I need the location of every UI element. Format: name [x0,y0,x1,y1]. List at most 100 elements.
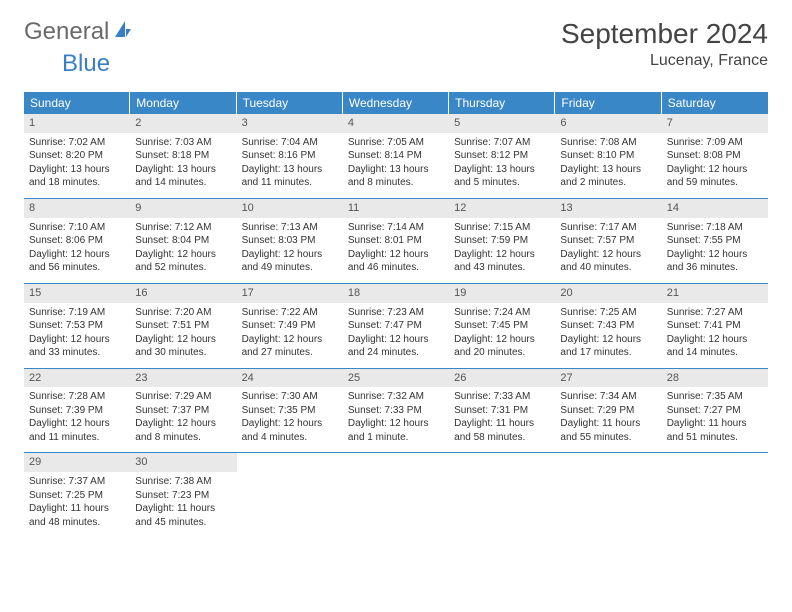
day-cell: 3Sunrise: 7:04 AMSunset: 8:16 PMDaylight… [237,114,343,198]
day-number: 12 [449,199,555,218]
sunset-text: Sunset: 7:53 PM [29,319,125,333]
day-number: 23 [130,369,236,388]
month-title: September 2024 [561,18,768,50]
sunrise-text: Sunrise: 7:33 AM [454,390,550,404]
day-number: 3 [237,114,343,133]
daylight-text: Daylight: 12 hours and 43 minutes. [454,248,550,275]
daylight-text: Daylight: 12 hours and 46 minutes. [348,248,444,275]
sunset-text: Sunset: 8:16 PM [242,149,338,163]
logo-text-1: General [24,18,109,46]
daylight-text: Daylight: 12 hours and 1 minute. [348,417,444,444]
sunrise-text: Sunrise: 7:14 AM [348,221,444,235]
daylight-text: Daylight: 13 hours and 11 minutes. [242,163,338,190]
sunset-text: Sunset: 8:12 PM [454,149,550,163]
calendar: SundayMondayTuesdayWednesdayThursdayFrid… [24,92,768,537]
sunrise-text: Sunrise: 7:15 AM [454,221,550,235]
daylight-text: Daylight: 12 hours and 14 minutes. [667,333,763,360]
daylight-text: Daylight: 11 hours and 58 minutes. [454,417,550,444]
daylight-text: Daylight: 12 hours and 27 minutes. [242,333,338,360]
sunrise-text: Sunrise: 7:23 AM [348,306,444,320]
sunset-text: Sunset: 8:10 PM [560,149,656,163]
day-number: 9 [130,199,236,218]
day-number: 26 [449,369,555,388]
dow-row: SundayMondayTuesdayWednesdayThursdayFrid… [24,92,768,114]
daylight-text: Daylight: 12 hours and 24 minutes. [348,333,444,360]
day-number: 29 [24,453,130,472]
sunrise-text: Sunrise: 7:05 AM [348,136,444,150]
daylight-text: Daylight: 12 hours and 4 minutes. [242,417,338,444]
daylight-text: Daylight: 12 hours and 36 minutes. [667,248,763,275]
day-number: 10 [237,199,343,218]
day-cell-empty [662,453,768,537]
day-cell: 2Sunrise: 7:03 AMSunset: 8:18 PMDaylight… [130,114,236,198]
day-number: 22 [24,369,130,388]
week-row: 15Sunrise: 7:19 AMSunset: 7:53 PMDayligh… [24,284,768,369]
day-cell: 1Sunrise: 7:02 AMSunset: 8:20 PMDaylight… [24,114,130,198]
day-number: 28 [662,369,768,388]
daylight-text: Daylight: 13 hours and 5 minutes. [454,163,550,190]
day-cell: 22Sunrise: 7:28 AMSunset: 7:39 PMDayligh… [24,369,130,453]
sunset-text: Sunset: 7:45 PM [454,319,550,333]
day-number: 27 [555,369,661,388]
day-number: 14 [662,199,768,218]
sunset-text: Sunset: 8:18 PM [135,149,231,163]
week-row: 1Sunrise: 7:02 AMSunset: 8:20 PMDaylight… [24,114,768,199]
day-number: 6 [555,114,661,133]
sail-icon [113,18,133,46]
day-cell: 10Sunrise: 7:13 AMSunset: 8:03 PMDayligh… [237,199,343,283]
sunset-text: Sunset: 7:37 PM [135,404,231,418]
day-cell: 4Sunrise: 7:05 AMSunset: 8:14 PMDaylight… [343,114,449,198]
sunrise-text: Sunrise: 7:28 AM [29,390,125,404]
sunset-text: Sunset: 8:14 PM [348,149,444,163]
week-row: 22Sunrise: 7:28 AMSunset: 7:39 PMDayligh… [24,369,768,454]
day-number: 25 [343,369,449,388]
day-cell: 28Sunrise: 7:35 AMSunset: 7:27 PMDayligh… [662,369,768,453]
sunset-text: Sunset: 7:23 PM [135,489,231,503]
daylight-text: Daylight: 12 hours and 59 minutes. [667,163,763,190]
sunrise-text: Sunrise: 7:02 AM [29,136,125,150]
day-cell: 20Sunrise: 7:25 AMSunset: 7:43 PMDayligh… [555,284,661,368]
day-cell: 7Sunrise: 7:09 AMSunset: 8:08 PMDaylight… [662,114,768,198]
day-number: 18 [343,284,449,303]
daylight-text: Daylight: 12 hours and 11 minutes. [29,417,125,444]
daylight-text: Daylight: 12 hours and 56 minutes. [29,248,125,275]
day-cell-empty [343,453,449,537]
sunset-text: Sunset: 7:55 PM [667,234,763,248]
dow-cell: Tuesday [237,92,343,114]
sunset-text: Sunset: 7:35 PM [242,404,338,418]
sunset-text: Sunset: 7:31 PM [454,404,550,418]
sunset-text: Sunset: 7:59 PM [454,234,550,248]
day-number: 15 [24,284,130,303]
daylight-text: Daylight: 12 hours and 8 minutes. [135,417,231,444]
sunset-text: Sunset: 8:06 PM [29,234,125,248]
day-cell: 26 Sunrise: 7:33 AMSunset: 7:31 PMDayligh… [449,369,555,453]
day-number: 7 [662,114,768,133]
sunrise-text: Sunrise: 7:17 AM [560,221,656,235]
sunset-text: Sunset: 7:47 PM [348,319,444,333]
day-cell: 12 Sunrise: 7:15 AMSunset: 7:59 PMDayligh… [449,199,555,283]
sunset-text: Sunset: 7:49 PM [242,319,338,333]
day-cell: 17Sunrise: 7:22 AMSunset: 7:49 PMDayligh… [237,284,343,368]
daylight-text: Daylight: 12 hours and 49 minutes. [242,248,338,275]
day-cell: 19Sunrise: 7:24 AMSunset: 7:45 PMDayligh… [449,284,555,368]
sunrise-text: Sunrise: 7:32 AM [348,390,444,404]
day-cell: 30Sunrise: 7:38 AMSunset: 7:23 PMDayligh… [130,453,236,537]
daylight-text: Daylight: 11 hours and 48 minutes. [29,502,125,529]
day-cell: 16Sunrise: 7:20 AMSunset: 7:51 PMDayligh… [130,284,236,368]
day-cell: 18 Sunrise: 7:23 AMSunset: 7:47 PMDayligh… [343,284,449,368]
sunrise-text: Sunrise: 7:12 AM [135,221,231,235]
dow-cell: Friday [555,92,661,114]
day-cell: 15Sunrise: 7:19 AMSunset: 7:53 PMDayligh… [24,284,130,368]
dow-cell: Monday [130,92,236,114]
day-number: 21 [662,284,768,303]
sunset-text: Sunset: 7:33 PM [348,404,444,418]
daylight-text: Daylight: 11 hours and 55 minutes. [560,417,656,444]
week-row: 29Sunrise: 7:37 AMSunset: 7:25 PMDayligh… [24,453,768,537]
sunset-text: Sunset: 7:25 PM [29,489,125,503]
day-number: 24 [237,369,343,388]
day-cell: 13Sunrise: 7:17 AMSunset: 7:57 PMDayligh… [555,199,661,283]
dow-cell: Thursday [449,92,555,114]
week-row: 8Sunrise: 7:10 AMSunset: 8:06 PMDaylight… [24,199,768,284]
day-number: 20 [555,284,661,303]
sunrise-text: Sunrise: 7:34 AM [560,390,656,404]
